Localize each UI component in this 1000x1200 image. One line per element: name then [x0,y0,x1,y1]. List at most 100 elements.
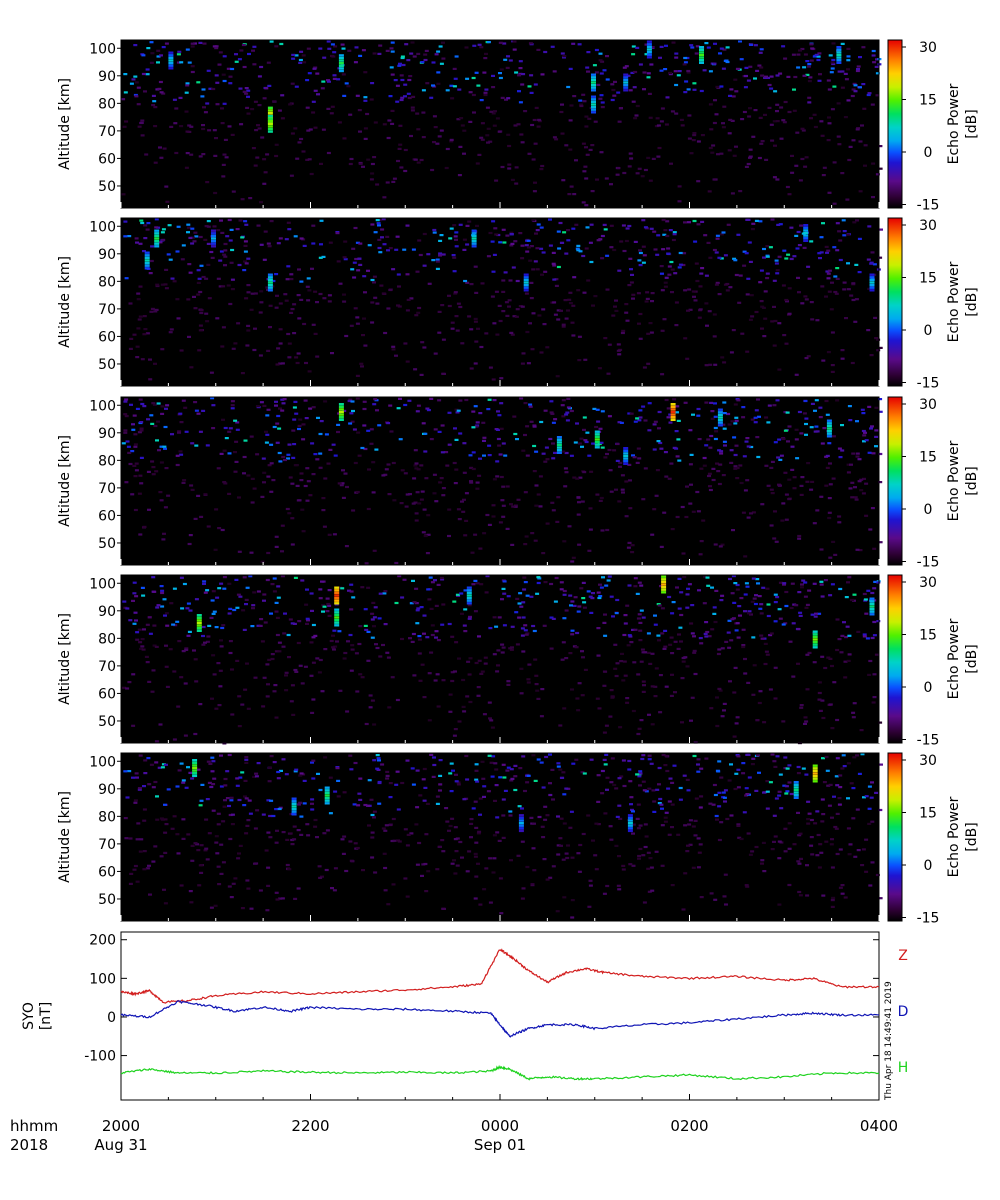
echo-pixel [799,484,804,487]
colorbar-tick-label: 30 [919,575,937,591]
echo-pixel [198,430,203,433]
echo-pixel [474,841,479,844]
echo-pixel [253,100,258,103]
echo-pixel [409,134,413,138]
echo-pixel [328,448,333,451]
echo-pixel [272,761,277,764]
echo-pixel [699,272,704,275]
echo-pixel [570,629,575,632]
echo-pixel [449,140,454,143]
echo-pixel [773,510,777,513]
echo-pixel [813,615,818,618]
echo-pixel [713,42,717,45]
echo-pixel [291,429,296,432]
echo-pixel [360,446,365,450]
echo-pixel [382,592,387,595]
echo-pixel [642,254,647,257]
echo-pixel [421,863,426,866]
echo-pixel [408,75,413,78]
echo-pixel [751,757,756,760]
echo-pixel [714,589,719,592]
echo-pixel [151,466,156,469]
echo-pixel [630,273,634,276]
echo-pixel [797,291,801,294]
echo-pixel [385,181,390,184]
echo-pixel [447,443,452,446]
echo-pixel [614,612,619,615]
echo-pixel [283,458,287,462]
echo-pixel [806,822,811,825]
echo-pixel [244,832,249,835]
echo-panel-background [121,397,879,565]
echo-pixel [277,807,282,811]
echo-pixel [355,316,360,319]
echo-pixel [251,147,256,150]
echo-pixel [353,842,358,845]
echo-pixel [541,552,546,555]
echo-pixel [682,252,687,255]
echo-pixel [244,758,249,761]
echo-pixel [147,783,152,786]
echo-pixel [208,762,213,765]
echo-pixel [717,791,722,794]
echo-pixel [210,756,215,759]
echo-pixel [265,663,270,666]
echo-pixel [416,161,421,164]
echo-pixel [520,141,525,144]
echo-pixel [193,307,198,310]
echo-pixel [319,420,324,423]
echo-pixel [181,399,186,402]
echo-pixel [306,277,311,280]
echo-pixel [678,263,683,266]
echo-pixel [649,331,654,334]
echo-pixel [513,775,518,778]
echo-pixel [252,775,257,778]
echo-pixel [495,831,500,834]
echo-pixel [487,523,492,526]
echo-pixel [803,234,809,237]
echo-pixel [722,709,726,712]
echo-pixel [685,593,690,596]
echo-pixel [838,258,843,262]
echo-pixel [817,252,822,255]
echo-pixel [611,314,616,317]
echo-pixel [826,139,831,142]
echo-pixel [557,247,562,250]
echo-pixel [663,645,668,648]
echo-pixel [472,111,476,114]
echo-pixel [414,602,419,605]
echo-pixel [185,82,190,85]
echo-pixel [537,314,542,317]
echo-pixel [576,244,581,247]
echo-pixel [652,810,657,813]
echo-pixel [252,63,257,66]
echo-pixel [452,859,456,862]
echo-pixel [644,53,649,56]
echo-pixel [229,261,234,264]
echo-pixel [382,243,387,246]
echo-pixel [656,155,661,158]
echo-pixel [644,43,649,46]
echo-pixel [717,416,723,419]
echo-pixel [417,239,422,242]
echo-pixel [164,823,169,826]
echo-pixel [146,222,151,225]
echo-pixel [683,872,688,875]
echo-pixel [725,289,730,292]
echo-pixel [266,349,271,352]
echo-pixel [163,447,167,450]
echo-pixel [574,159,578,162]
echo-pixel [205,102,210,105]
echo-pixel [683,91,688,94]
echo-pixel [533,83,538,86]
echo-pixel [569,104,574,107]
echo-pixel [205,640,210,643]
echo-pixel [746,277,751,280]
echo-pixel [248,812,253,815]
echo-pixel [574,758,579,761]
echo-pixel [843,116,848,119]
echo-pixel [379,284,384,287]
echo-pixel [454,438,459,441]
echo-pixel [463,630,468,633]
echo-pixel [396,407,401,410]
